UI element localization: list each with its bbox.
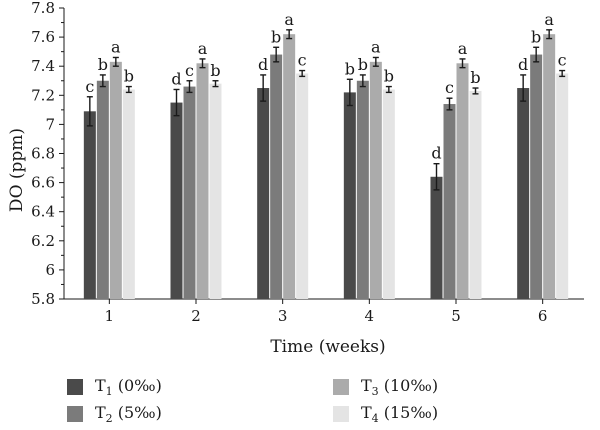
significance-letter: c <box>298 51 307 70</box>
significance-letter: a <box>371 37 381 56</box>
bar <box>543 34 556 299</box>
bar <box>109 61 122 300</box>
axes: 5.8 6 6.2 6.4 6.6 6.8 7 7.2 7.4 7.6 7.8 1 2 3 4 5 6 <box>31 0 584 325</box>
bar <box>530 54 543 300</box>
significance-letter: a <box>284 10 294 29</box>
bar <box>343 92 356 299</box>
y-tick-label: 6.4 <box>31 203 55 221</box>
x-tick-label: 3 <box>278 307 288 325</box>
y-axis-label: DO (ppm) <box>7 128 27 212</box>
y-tick-label: 7.6 <box>31 28 55 46</box>
significance-letter: a <box>458 39 468 58</box>
bar <box>556 73 569 299</box>
x-tick-label: 2 <box>191 307 201 325</box>
y-tick-label: 7.8 <box>31 0 55 17</box>
significance-letter: b <box>531 27 541 46</box>
y-tick-label: 6.8 <box>31 145 55 163</box>
significance-letter: b <box>358 55 368 74</box>
y-tick-label: 7 <box>45 115 55 133</box>
bar <box>170 102 183 299</box>
x-tick-label: 1 <box>105 307 115 325</box>
significance-letter: d <box>258 55 268 74</box>
bar <box>469 90 482 299</box>
significance-letter: a <box>111 37 121 56</box>
bar <box>83 111 96 300</box>
significance-letter: b <box>384 67 394 86</box>
bar <box>443 104 456 299</box>
y-tick-label: 7.4 <box>31 57 55 75</box>
y-tick-label: 6.2 <box>31 232 55 250</box>
bar <box>296 73 309 299</box>
significance-letter: b <box>271 27 281 46</box>
bar <box>382 89 395 299</box>
x-axis-label: Time (weeks) <box>270 337 385 357</box>
bar <box>270 54 283 300</box>
bar <box>122 89 135 299</box>
bar <box>209 83 222 299</box>
x-tick-label: 4 <box>365 307 375 325</box>
bar <box>196 63 209 299</box>
significance-letter: b <box>124 67 134 86</box>
significance-letter: c <box>558 51 567 70</box>
significance-letter: b <box>210 61 220 80</box>
bar <box>356 80 369 299</box>
x-tick-label: 6 <box>538 307 548 325</box>
significance-letter: d <box>518 55 528 74</box>
bar <box>369 61 382 300</box>
bar <box>257 88 270 300</box>
significance-letter: d <box>171 69 181 88</box>
y-tick-label: 6.6 <box>31 174 55 192</box>
significance-letter: b <box>345 59 355 78</box>
bar <box>96 80 109 299</box>
significance-letter: a <box>544 10 554 29</box>
y-tick-label: 5.8 <box>31 290 55 308</box>
bar <box>430 176 443 299</box>
significance-letter: c <box>445 78 454 97</box>
bar <box>283 34 296 299</box>
bar <box>183 86 196 299</box>
significance-letter: c <box>85 77 94 96</box>
bar <box>517 88 530 300</box>
significance-letter: c <box>185 61 194 80</box>
significance-letter: b <box>98 55 108 74</box>
bar <box>456 63 469 299</box>
y-tick-label: 7.2 <box>31 86 55 104</box>
y-tick-label: 6 <box>45 261 55 279</box>
significance-letter: b <box>470 68 480 87</box>
x-tick-label: 5 <box>451 307 461 325</box>
significance-letter: a <box>198 39 208 58</box>
significance-letter: d <box>431 144 441 163</box>
